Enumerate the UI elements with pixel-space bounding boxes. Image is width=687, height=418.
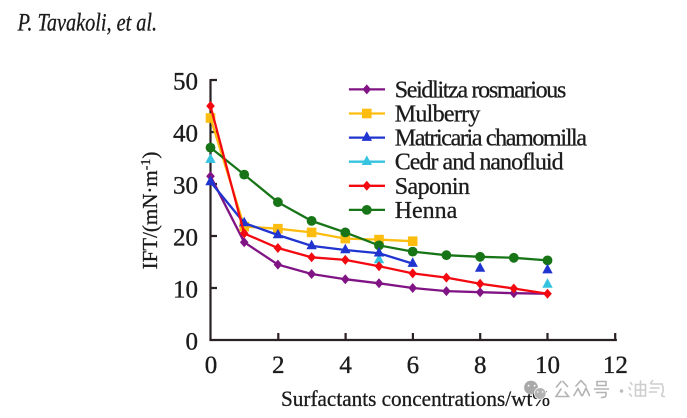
svg-text:Matricaria chamomilla: Matricaria chamomilla [395, 126, 588, 152]
svg-text:10: 10 [535, 352, 560, 379]
svg-text:40: 40 [173, 121, 198, 148]
svg-text:8: 8 [474, 352, 487, 379]
svg-text:0: 0 [186, 329, 199, 356]
svg-text:0: 0 [205, 352, 218, 379]
svg-text:6: 6 [407, 352, 420, 379]
svg-text:Surfactants concentrations/wt%: Surfactants concentrations/wt% [281, 386, 550, 411]
svg-text:Mulberry: Mulberry [395, 102, 481, 128]
svg-text:P. Tavakoli, et al.: P. Tavakoli, et al. [17, 9, 157, 36]
svg-text:20: 20 [173, 225, 198, 252]
svg-text:Seidlitza rosmarious: Seidlitza rosmarious [395, 77, 567, 103]
svg-text:10: 10 [173, 277, 198, 304]
svg-text:12: 12 [603, 352, 628, 379]
svg-text:4: 4 [339, 352, 352, 379]
svg-text:Saponin: Saponin [395, 174, 470, 200]
svg-text:Henna: Henna [395, 198, 458, 224]
svg-text:50: 50 [173, 69, 198, 96]
svg-text:IFT/(mN·m-1): IFT/(mN·m-1) [138, 152, 162, 270]
svg-text:2: 2 [272, 352, 285, 379]
svg-text:Cedr and nanofluid: Cedr and nanofluid [395, 150, 564, 176]
svg-text:30: 30 [173, 173, 198, 200]
